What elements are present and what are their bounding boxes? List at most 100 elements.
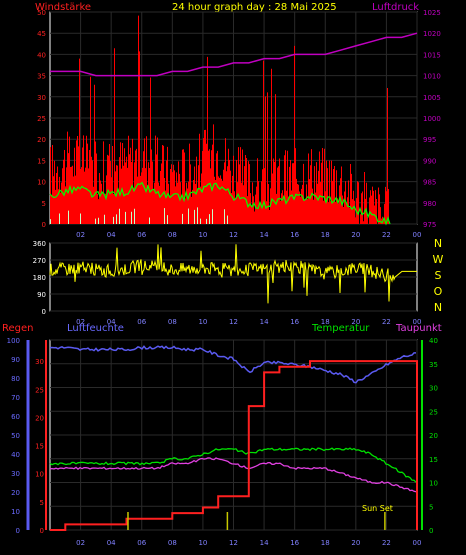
wind-tick-label: 50 (37, 9, 46, 17)
x-tick-label: 00 (413, 318, 422, 326)
dir-tick-label: 90 (37, 291, 46, 299)
dewpoint-axis-label: Taupunkt (395, 323, 442, 334)
rain-tick-label: 25 (35, 386, 44, 394)
compass-label: S (435, 269, 442, 282)
pressure-tick-label: 1020 (423, 30, 441, 38)
x-tick-label: 06 (137, 539, 146, 547)
pressure-axis-label: Luftdruck (372, 2, 419, 13)
pressure-tick-label: 990 (423, 157, 436, 165)
humidity-tick-label: 100 (7, 337, 20, 345)
x-tick-label: 20 (351, 318, 360, 326)
rain-tick-label: 30 (35, 358, 44, 366)
compass-label: W (433, 253, 444, 266)
x-tick-label: 04 (107, 231, 116, 239)
dewpoint-line (49, 457, 417, 493)
wind-axis-label: Windstärke (35, 2, 91, 13)
x-tick-label: 12 (229, 231, 238, 239)
wind-tick-label: 5 (42, 200, 46, 208)
x-tick-label: 10 (198, 231, 207, 239)
wind-average-line (49, 181, 391, 226)
compass-label: N (434, 301, 442, 314)
x-tick-label: 16 (290, 318, 299, 326)
temp-tick-label: 25 (429, 408, 438, 416)
humidity-axis-label: Luftfeuchte (67, 323, 124, 334)
x-tick-label: 18 (321, 318, 330, 326)
rain-tick-label: 15 (35, 443, 44, 451)
temperature-axis-label: Temperatur (311, 323, 370, 334)
x-tick-label: 06 (137, 318, 146, 326)
x-tick-label: 02 (76, 318, 85, 326)
humidity-tick-label: 0 (16, 527, 20, 535)
wind-tick-label: 45 (37, 30, 46, 38)
temp-tick-label: 40 (429, 337, 438, 345)
temp-tick-label: 15 (429, 456, 438, 464)
pressure-tick-label: 1010 (423, 73, 441, 81)
pressure-tick-label: 975 (423, 221, 436, 229)
x-tick-label: 10 (198, 318, 207, 326)
rain-tick-label: 10 (35, 471, 44, 479)
pressure-tick-label: 1000 (423, 115, 441, 123)
x-tick-label: 14 (260, 231, 269, 239)
temp-tick-label: 0 (429, 527, 433, 535)
x-tick-label: 16 (290, 539, 299, 547)
direction-line (49, 244, 417, 304)
humidity-tick-label: 10 (11, 508, 20, 516)
x-tick-label: 22 (382, 539, 391, 547)
pressure-tick-label: 1005 (423, 94, 441, 102)
x-tick-label: 02 (76, 539, 85, 547)
x-tick-label: 16 (290, 231, 299, 239)
wind-tick-label: 0 (42, 221, 46, 229)
humidity-line (49, 345, 416, 384)
x-tick-label: 06 (137, 231, 146, 239)
wind-tick-label: 25 (37, 115, 46, 123)
rain-line (50, 360, 418, 531)
temp-tick-label: 10 (429, 480, 438, 488)
rain-axis-label: Regen (2, 323, 34, 334)
temp-tick-label: 20 (429, 432, 438, 440)
humidity-tick-label: 70 (11, 394, 20, 402)
x-tick-label: 14 (260, 539, 269, 547)
temp-tick-label: 5 (429, 503, 433, 511)
pressure-tick-label: 1025 (423, 9, 441, 17)
x-tick-label: 08 (168, 539, 177, 547)
humidity-tick-label: 60 (11, 413, 20, 421)
humidity-tick-label: 40 (11, 451, 20, 459)
x-tick-label: 12 (229, 318, 238, 326)
x-tick-label: 22 (382, 318, 391, 326)
pressure-line (50, 32, 418, 77)
x-tick-label: 02 (76, 231, 85, 239)
wind-tick-label: 15 (37, 157, 46, 165)
pressure-tick-label: 980 (423, 200, 436, 208)
pressure-tick-label: 995 (423, 136, 436, 144)
pressure-tick-label: 1015 (423, 51, 441, 59)
sunset-label: Sun Set (362, 504, 393, 513)
rain-tick-label: 5 (40, 499, 44, 507)
wind-tick-label: 20 (37, 136, 46, 144)
chart-title: 24 hour graph day : 28 Mai 2025 (172, 2, 337, 13)
compass-label: O (434, 285, 443, 298)
x-tick-label: 18 (321, 539, 330, 547)
humidity-tick-label: 20 (11, 489, 20, 497)
temp-tick-label: 35 (429, 361, 438, 369)
rain-tick-label: 0 (40, 527, 44, 535)
x-tick-label: 04 (107, 318, 116, 326)
dir-tick-label: 360 (33, 240, 46, 248)
wind-tick-label: 35 (37, 73, 46, 81)
temperature-line (49, 447, 417, 483)
humidity-tick-label: 50 (11, 432, 20, 440)
humidity-tick-label: 30 (11, 470, 20, 478)
x-tick-label: 08 (168, 318, 177, 326)
wind-tick-label: 40 (37, 51, 46, 59)
x-tick-label: 20 (351, 539, 360, 547)
x-tick-label: 10 (198, 539, 207, 547)
x-tick-label: 18 (321, 231, 330, 239)
wind-tick-label: 10 (37, 179, 46, 187)
dir-tick-label: 180 (33, 274, 46, 282)
x-tick-label: 12 (229, 539, 238, 547)
dir-tick-label: 0 (42, 308, 46, 316)
compass-label: N (434, 237, 442, 250)
x-tick-label: 04 (107, 539, 116, 547)
x-tick-label: 14 (260, 318, 269, 326)
x-tick-label: 22 (382, 231, 391, 239)
